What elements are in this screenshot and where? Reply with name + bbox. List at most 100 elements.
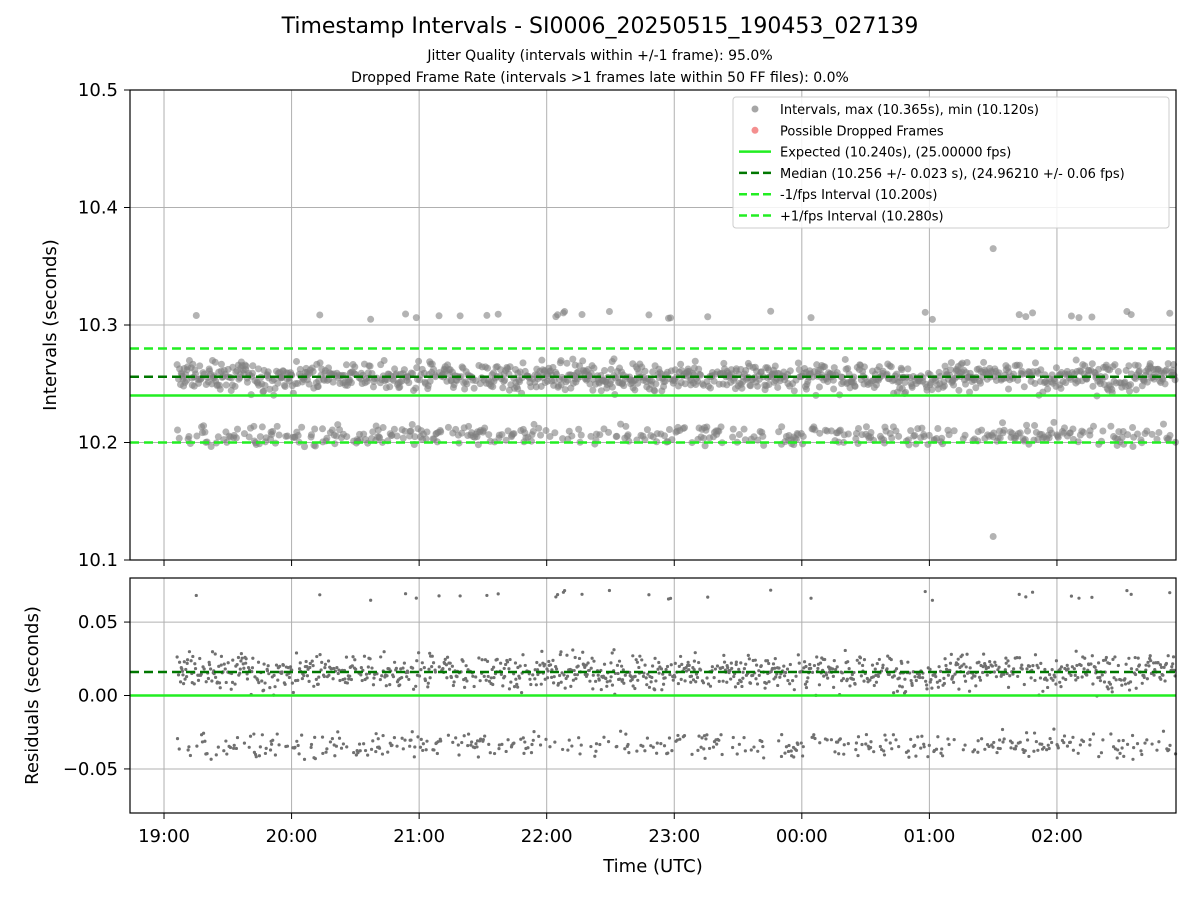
residual-point	[735, 752, 739, 756]
residual-point	[257, 681, 261, 685]
interval-point	[494, 310, 502, 318]
residual-point	[1017, 592, 1021, 596]
residual-point	[222, 662, 226, 666]
residual-point	[792, 688, 796, 692]
interval-point	[902, 388, 910, 396]
legend-label: -1/fps Interval (10.200s)	[780, 188, 937, 203]
residual-point	[1134, 686, 1138, 690]
interval-outlier-point	[989, 245, 997, 253]
residual-point	[642, 671, 646, 675]
residual-point	[1082, 667, 1086, 671]
residual-point	[1010, 741, 1014, 745]
interval-point	[314, 382, 322, 390]
residual-point	[439, 739, 443, 743]
residual-point	[1157, 740, 1161, 744]
residual-point	[518, 664, 522, 668]
x-tick-label: 19:00	[138, 826, 190, 847]
residual-point	[1052, 727, 1056, 731]
residual-point	[469, 743, 473, 747]
residual-point	[1032, 749, 1036, 753]
interval-point	[369, 383, 377, 391]
residual-point	[943, 657, 947, 661]
residual-point	[313, 735, 317, 739]
interval-outlier-point	[989, 533, 997, 540]
residual-point	[380, 752, 385, 756]
residual-point	[238, 667, 242, 671]
residual-point	[543, 677, 547, 681]
residual-point	[1146, 660, 1150, 664]
residual-point	[822, 674, 826, 678]
residual-point	[692, 659, 696, 663]
residual-point	[196, 678, 201, 682]
residual-point	[872, 750, 876, 754]
interval-point	[1089, 382, 1097, 390]
interval-point	[907, 427, 915, 435]
residual-point	[500, 742, 504, 746]
interval-point	[323, 434, 331, 442]
interval-point	[568, 432, 576, 440]
residual-point	[539, 682, 543, 686]
residual-point	[1119, 678, 1123, 682]
residual-point	[420, 661, 424, 665]
interval-point	[231, 382, 239, 390]
y-tick-label: 10.2	[78, 433, 118, 454]
interval-point	[412, 314, 420, 322]
residual-point	[485, 593, 489, 598]
interval-point	[691, 357, 699, 365]
residual-point	[779, 754, 784, 759]
residual-point	[425, 739, 429, 743]
interval-point	[771, 362, 779, 370]
residual-point	[1098, 675, 1102, 680]
interval-point	[963, 358, 971, 366]
residual-point	[1029, 676, 1033, 680]
residual-point	[804, 664, 808, 669]
residual-point	[1125, 588, 1129, 593]
residual-point	[903, 689, 908, 694]
interval-point	[840, 438, 848, 446]
residual-point	[665, 664, 670, 669]
interval-point	[816, 429, 824, 437]
residual-point	[308, 661, 312, 666]
residual-point	[620, 664, 624, 668]
residual-point	[1112, 676, 1116, 680]
interval-point	[458, 429, 466, 437]
residual-point	[374, 749, 378, 754]
residual-point	[334, 744, 339, 748]
residual-point	[437, 594, 441, 598]
residual-point	[1111, 657, 1115, 661]
residual-point	[341, 742, 346, 746]
residual-point	[437, 665, 441, 669]
interval-point	[275, 431, 283, 439]
residual-point	[1131, 757, 1135, 761]
residual-point	[871, 675, 875, 679]
interval-point	[264, 368, 272, 376]
interval-point	[945, 431, 953, 439]
residual-point	[1002, 737, 1006, 741]
interval-point	[1031, 359, 1039, 367]
residual-point	[216, 745, 220, 749]
residual-point	[1053, 675, 1057, 679]
residual-point	[256, 678, 260, 682]
interval-point	[561, 308, 569, 316]
residual-point	[573, 655, 577, 660]
residual-point	[610, 651, 614, 655]
residual-point	[444, 663, 449, 667]
residual-point	[835, 665, 839, 669]
residual-point	[978, 678, 983, 682]
residual-point	[1080, 675, 1084, 679]
residual-point	[369, 598, 373, 602]
residual-point	[309, 745, 313, 750]
interval-point	[862, 423, 870, 431]
residual-point	[193, 662, 197, 666]
interval-point	[1161, 380, 1169, 388]
residual-point	[1120, 746, 1124, 750]
interval-point	[1166, 309, 1174, 317]
residual-point	[731, 735, 735, 740]
residual-point	[918, 675, 922, 680]
interval-point	[605, 428, 613, 436]
residual-point	[1059, 685, 1063, 689]
residual-point	[1093, 665, 1097, 669]
residual-point	[519, 691, 524, 695]
interval-point	[706, 384, 714, 392]
residual-point	[778, 675, 782, 679]
